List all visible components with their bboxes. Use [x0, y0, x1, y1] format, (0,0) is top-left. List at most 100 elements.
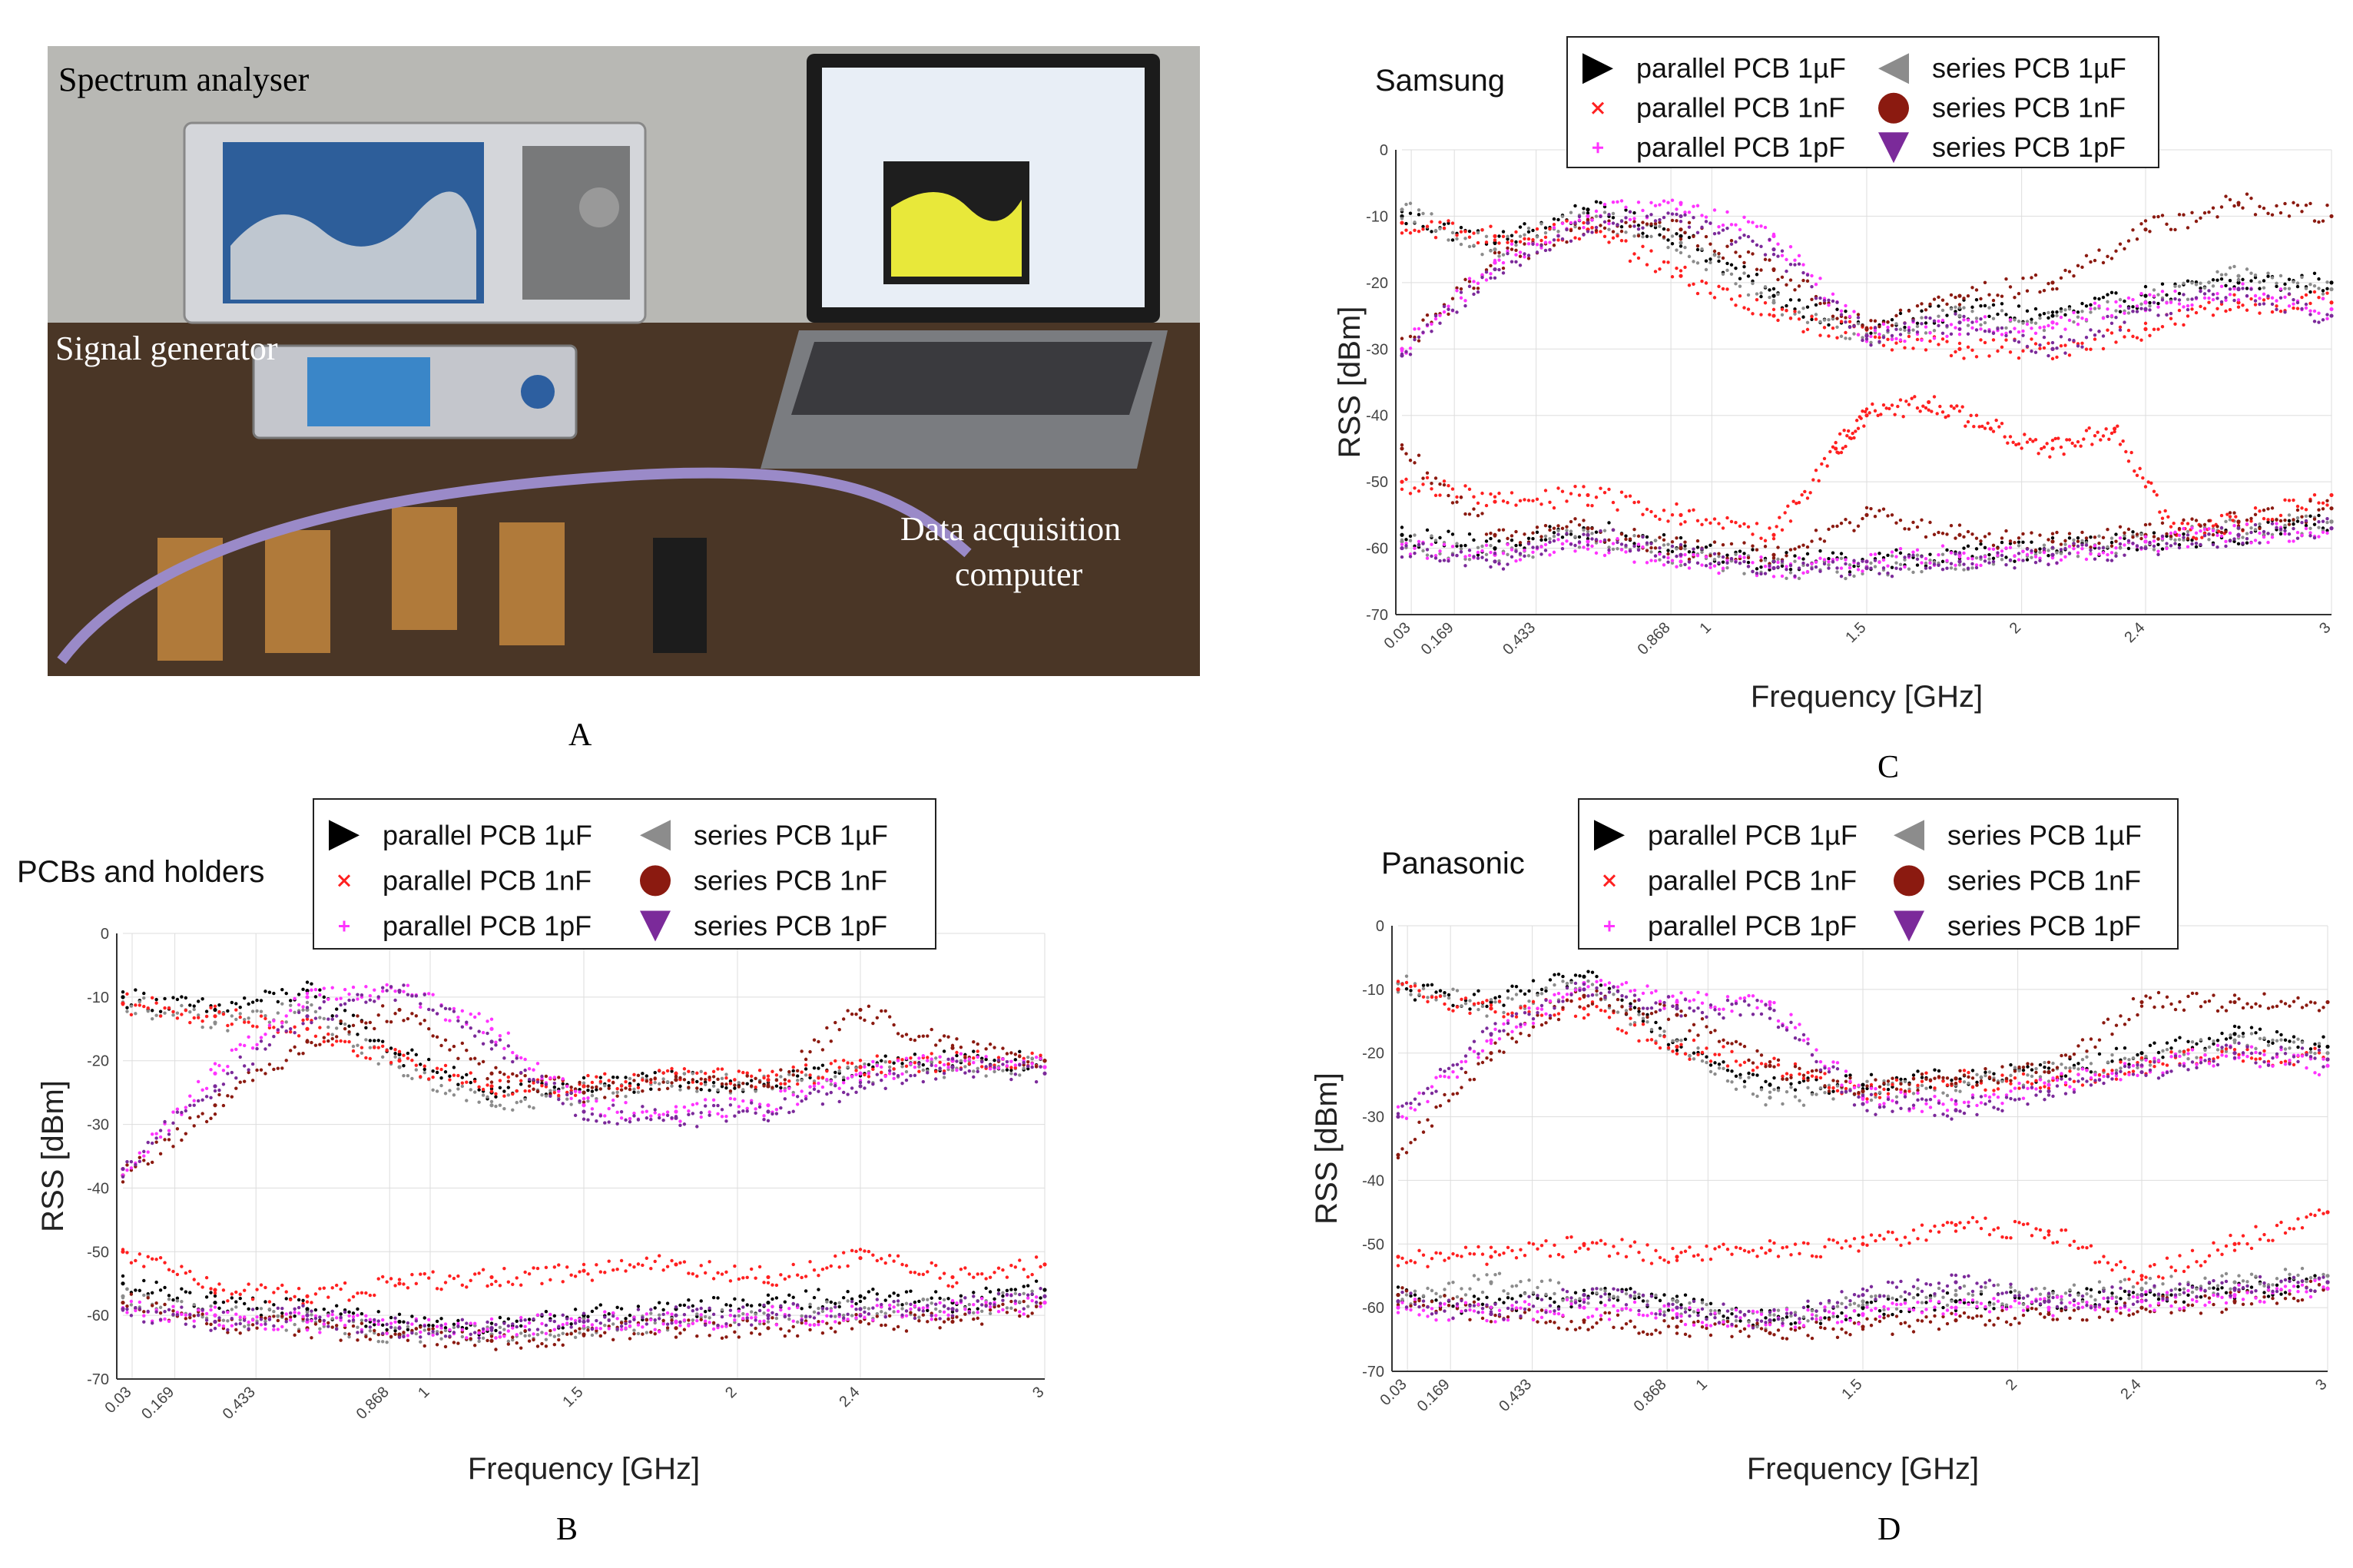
data-point [2017, 330, 2021, 334]
data-point [1607, 240, 1611, 244]
data-point [238, 1055, 242, 1059]
data-point [1996, 327, 2000, 331]
data-point [2139, 222, 2143, 226]
data-point [695, 1125, 699, 1129]
data-point [1692, 216, 1695, 220]
data-point [456, 1274, 460, 1278]
data-point [393, 1326, 397, 1330]
data-point [1683, 547, 1687, 551]
data-point [494, 1066, 498, 1069]
data-point [1531, 499, 1535, 503]
data-point [1729, 242, 1734, 247]
data-point [489, 1039, 494, 1044]
data-point [1433, 236, 1438, 240]
data-point [611, 1322, 615, 1326]
data-point [2089, 552, 2093, 556]
data-point [1738, 561, 1742, 565]
data-point [1771, 559, 1776, 564]
data-point [477, 1062, 481, 1066]
data-point [1624, 534, 1628, 538]
data-point [167, 1006, 171, 1010]
data-point [150, 1141, 154, 1145]
data-point [167, 1268, 171, 1271]
data-point [812, 1310, 817, 1314]
signal-generator-device [252, 344, 578, 439]
data-point [2067, 270, 2072, 273]
data-point [121, 995, 125, 999]
data-point [376, 1062, 380, 1066]
data-point [2059, 315, 2063, 320]
data-point [2308, 282, 2312, 287]
data-point [1539, 535, 1543, 539]
data-point [1898, 327, 1903, 331]
data-point [1535, 250, 1539, 254]
data-point [1009, 1059, 1013, 1063]
data-point [1873, 552, 1877, 556]
data-point [1848, 572, 1852, 577]
data-point [1548, 540, 1552, 544]
data-point [837, 1066, 841, 1069]
data-point [2245, 518, 2249, 522]
data-point [2072, 310, 2076, 315]
data-point [1991, 547, 1996, 551]
data-point [2160, 534, 2165, 539]
data-point [1565, 227, 1569, 231]
data-point [477, 1339, 481, 1344]
data-point [410, 1314, 414, 1318]
daq-laptop [761, 54, 1168, 469]
data-point [1421, 318, 1425, 322]
data-point [238, 1080, 242, 1084]
data-point [293, 1322, 297, 1327]
data-point [1924, 535, 1928, 539]
data-point [2118, 536, 2123, 540]
data-point [1896, 404, 1900, 409]
data-point [2300, 515, 2304, 519]
data-point [1810, 562, 1814, 566]
data-point [2118, 304, 2123, 308]
data-point [356, 1291, 360, 1295]
data-point [582, 1117, 586, 1121]
data-point [552, 1090, 557, 1095]
data-point [1771, 555, 1776, 560]
data-point [506, 1086, 511, 1089]
data-point [389, 1020, 393, 1024]
data-point [364, 1056, 368, 1060]
data-point [598, 1270, 603, 1274]
data-point [1493, 238, 1497, 242]
data-point [636, 1090, 641, 1094]
data-point [2114, 249, 2118, 254]
data-point [1026, 1304, 1030, 1308]
data-point [2190, 297, 2194, 301]
data-point [1472, 507, 1476, 511]
data-point [1480, 491, 1484, 496]
data-point [649, 1267, 653, 1271]
data-point [1404, 350, 1408, 353]
data-point [2030, 276, 2033, 280]
data-point [2202, 286, 2207, 290]
data-point [2215, 215, 2219, 219]
data-point [1940, 308, 1945, 313]
data-point [1785, 576, 1788, 581]
data-point [472, 1079, 477, 1083]
data-point [2258, 297, 2262, 300]
data-point [1459, 242, 1463, 247]
data-point [2023, 433, 2027, 436]
data-point [242, 996, 247, 1000]
data-point [1844, 336, 1848, 340]
data-point [1957, 306, 1962, 310]
data-point [263, 1300, 267, 1304]
data-point [2118, 546, 2123, 550]
data-point [595, 1119, 598, 1123]
data-point [1425, 471, 1430, 475]
data-point [1979, 327, 1983, 331]
data-point [754, 1076, 757, 1080]
data-point [2182, 538, 2186, 542]
data-point [1607, 213, 1611, 217]
data-point [1433, 493, 1438, 498]
data-point [175, 997, 180, 1002]
data-point [1514, 240, 1518, 244]
data-point [1746, 307, 1751, 311]
data-point [1755, 548, 1759, 552]
data-point [1421, 482, 1425, 486]
data-point [1822, 318, 1827, 322]
